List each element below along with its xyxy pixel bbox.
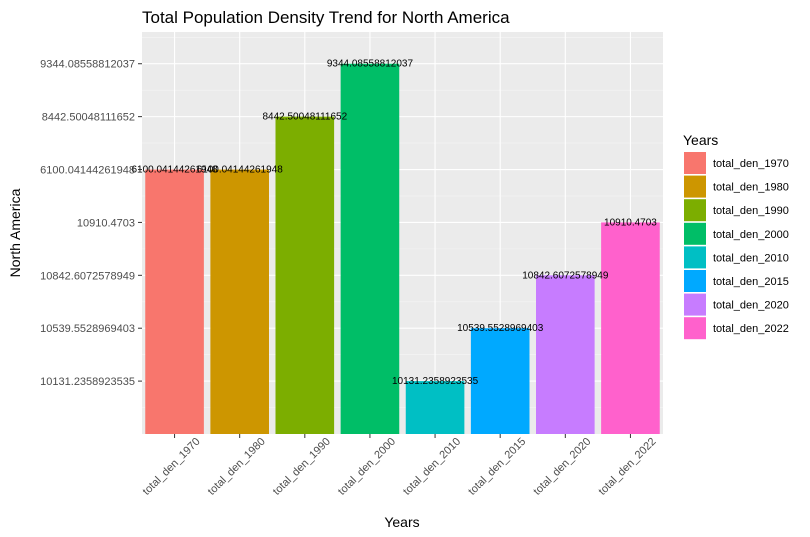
data-label: 6100.04144261948: [131, 165, 218, 176]
legend-key: [684, 270, 706, 292]
legend-label: total_den_2015: [713, 276, 789, 288]
y-axis-ticks: 10131.2358923535 10539.5528969403 10842.60…: [40, 59, 142, 388]
bar-total-den-2010: [405, 381, 465, 434]
data-label: 10539.5528969403: [457, 323, 544, 334]
y-axis-title: North America: [7, 188, 23, 277]
y-tick-label: 10539.5528969403: [40, 323, 135, 335]
bar-total-den-1970: [145, 169, 204, 435]
legend-label: total_den_1970: [713, 158, 789, 170]
data-label: 8442.50048111652: [262, 112, 347, 123]
y-tick-label: 9344.08558812037: [40, 59, 135, 71]
x-tick-label: total_den_1970: [141, 436, 203, 498]
data-label: 9344.08558812037: [327, 59, 414, 70]
legend-label: total_den_1980: [713, 182, 789, 194]
legend-key: [684, 199, 706, 222]
bar-total-den-2022: [601, 222, 660, 434]
x-tick-label: total_den_2022: [596, 436, 658, 498]
legend-key: [684, 293, 706, 316]
legend-key: [684, 246, 706, 269]
bar-total-den-1980: [210, 169, 269, 435]
legend-label: total_den_2022: [713, 323, 789, 335]
legend-key: [684, 317, 706, 340]
legend-key: [684, 222, 706, 245]
legend-key: [684, 175, 706, 198]
bar-total-den-2000: [340, 63, 400, 434]
bars: [145, 63, 660, 435]
bar-total-den-2020: [536, 275, 595, 434]
y-tick-label: 6100.04144261948: [40, 165, 135, 177]
data-label: 6100.04144261948: [197, 165, 284, 176]
x-axis-title: Years: [384, 514, 419, 530]
data-label: 10131.2358923535: [392, 376, 479, 387]
legend-label: total_den_2000: [713, 229, 789, 241]
legend-label: total_den_2020: [713, 300, 789, 312]
y-tick-label: 8442.50048111652: [42, 112, 135, 124]
bar-total-den-2015: [470, 328, 530, 434]
legend-label: total_den_1990: [713, 205, 789, 217]
data-label: 10842.6072578949: [522, 270, 609, 281]
x-tick-label: total_den_1990: [271, 436, 333, 498]
y-tick-label: 10131.2358923535: [40, 376, 135, 388]
bar-total-den-1990: [275, 116, 335, 434]
legend-title: Years: [683, 132, 718, 148]
x-tick-label: total_den_1980: [206, 436, 268, 498]
y-tick-label: 10842.6072578949: [40, 270, 135, 282]
x-tick-label: total_den_2015: [466, 436, 528, 498]
chart-title: Total Population Density Trend for North…: [142, 8, 510, 27]
legend-key: [684, 152, 706, 174]
x-tick-label: total_den_2000: [336, 436, 398, 498]
data-label: 10910.4703: [604, 217, 657, 228]
x-tick-label: total_den_2010: [401, 436, 463, 498]
x-axis-ticks: total_den_1970 total_den_1980 total_den_19…: [141, 434, 659, 498]
legend: Years total_den_1970 total_den_1980 total_…: [683, 132, 789, 340]
legend-label: total_den_2010: [713, 252, 789, 264]
x-tick-label: total_den_2020: [531, 436, 593, 498]
y-tick-label: 10910.4703: [77, 217, 135, 229]
